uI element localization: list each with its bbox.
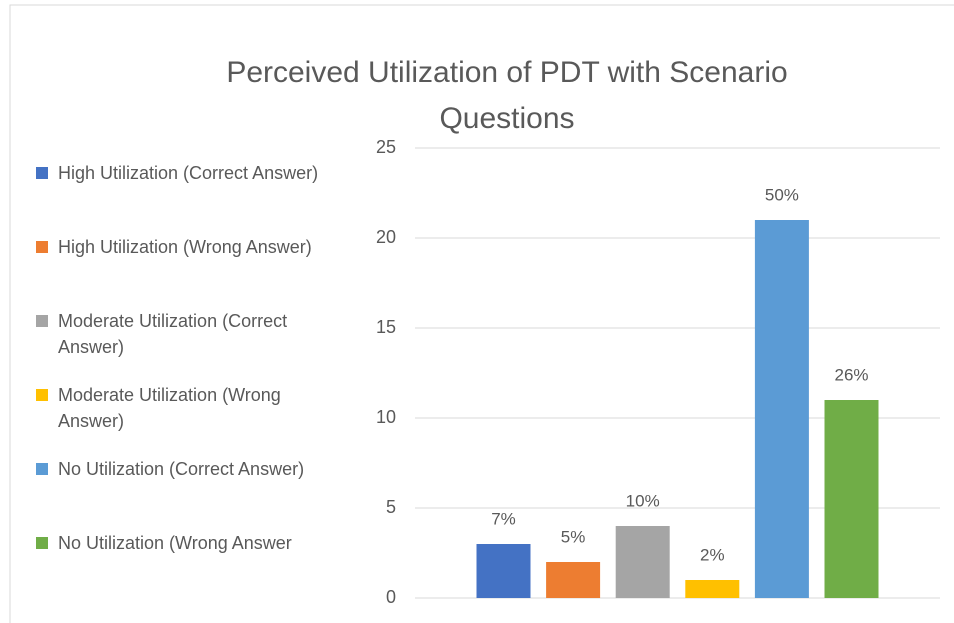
legend-entry: High Utilization (Correct Answer) xyxy=(36,160,336,186)
legend-swatch xyxy=(36,463,48,475)
y-tick-label: 0 xyxy=(386,587,396,607)
legend-label: Moderate Utilization (Wrong Answer) xyxy=(58,385,281,431)
legend-label: No Utilization (Wrong Answer xyxy=(58,533,292,553)
y-tick-label: 10 xyxy=(376,407,396,427)
legend-entry: Moderate Utilization (Wrong Answer) xyxy=(36,382,336,434)
data-label: 26% xyxy=(834,365,868,384)
bar xyxy=(546,562,601,598)
legend-swatch xyxy=(36,389,48,401)
legend-swatch xyxy=(36,167,48,179)
legend-swatch xyxy=(36,315,48,327)
legend-entry: High Utilization (Wrong Answer) xyxy=(36,234,336,260)
y-tick-label: 15 xyxy=(376,317,396,337)
bar xyxy=(754,220,809,598)
legend-label: No Utilization (Correct Answer) xyxy=(58,459,305,479)
legend-label: High Utilization (Wrong Answer) xyxy=(58,237,312,257)
chart-title: Perceived Utilization of PDT with Scenar… xyxy=(226,56,788,135)
bar xyxy=(824,400,879,598)
y-tick-label: 25 xyxy=(376,137,396,157)
legend-swatch xyxy=(36,537,48,549)
legend-entry: Moderate Utilization (Correct Answer) xyxy=(36,308,336,360)
bar xyxy=(615,526,670,598)
legend-label: Moderate Utilization (Correct Answer) xyxy=(58,311,288,357)
legend-entry: No Utilization (Wrong Answer xyxy=(36,530,336,556)
data-label: 50% xyxy=(765,185,799,204)
data-label: 10% xyxy=(626,491,660,510)
data-label: 7% xyxy=(491,509,516,528)
data-label: 2% xyxy=(700,545,725,564)
legend-swatch xyxy=(36,241,48,253)
legend-entry: No Utilization (Correct Answer) xyxy=(36,456,336,482)
legend-label: High Utilization (Correct Answer) xyxy=(58,163,319,183)
chart-border xyxy=(9,4,954,623)
bar xyxy=(685,580,740,598)
y-tick-label: 20 xyxy=(376,227,396,247)
y-tick-label: 5 xyxy=(386,497,396,517)
bar xyxy=(476,544,531,598)
data-label: 5% xyxy=(561,527,586,546)
